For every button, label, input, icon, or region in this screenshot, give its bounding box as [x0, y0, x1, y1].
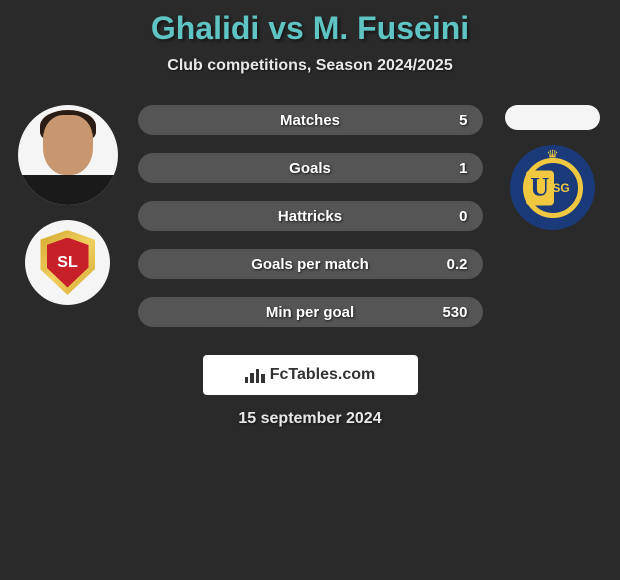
stat-value-right: 0 — [459, 208, 467, 225]
main-content: SL Matches 5 Goals 1 Hattricks 0 Goals p… — [0, 105, 620, 327]
chart-icon — [245, 367, 265, 383]
stat-label: Goals per match — [251, 256, 369, 273]
subtitle: Club competitions, Season 2024/2025 — [0, 57, 620, 75]
footer-logo: FcTables.com — [203, 355, 418, 395]
club-badge-left: SL — [25, 220, 110, 305]
club-badge-right: ♛ U SG — [510, 145, 595, 230]
stat-bar-min-per-goal: Min per goal 530 — [138, 297, 483, 327]
stat-bar-goals-per-match: Goals per match 0.2 — [138, 249, 483, 279]
stat-value-right: 530 — [442, 304, 467, 321]
club-badge-right-sg: SG — [552, 181, 569, 195]
footer-date: 15 september 2024 — [0, 410, 620, 428]
stat-bar-goals: Goals 1 — [138, 153, 483, 183]
stats-column: Matches 5 Goals 1 Hattricks 0 Goals per … — [138, 105, 483, 327]
comparison-card: Ghalidi vs M. Fuseini Club competitions,… — [0, 0, 620, 580]
club-badge-left-text: SL — [57, 254, 77, 272]
stat-label: Min per goal — [266, 304, 354, 321]
stat-value-right: 0.2 — [447, 256, 468, 273]
stat-value-right: 1 — [459, 160, 467, 177]
player-left-photo — [18, 105, 118, 205]
player-right-photo — [505, 105, 600, 130]
page-title: Ghalidi vs M. Fuseini — [0, 10, 620, 47]
club-badge-right-u: U — [526, 170, 554, 205]
stat-label: Matches — [280, 112, 340, 129]
stat-label: Hattricks — [278, 208, 342, 225]
stat-value-right: 5 — [459, 112, 467, 129]
stat-label: Goals — [289, 160, 331, 177]
player-right-column: ♛ U SG — [498, 105, 608, 230]
stat-bar-hattricks: Hattricks 0 — [138, 201, 483, 231]
player-left-column: SL — [13, 105, 123, 305]
footer-logo-text: FcTables.com — [270, 366, 376, 384]
stat-bar-matches: Matches 5 — [138, 105, 483, 135]
